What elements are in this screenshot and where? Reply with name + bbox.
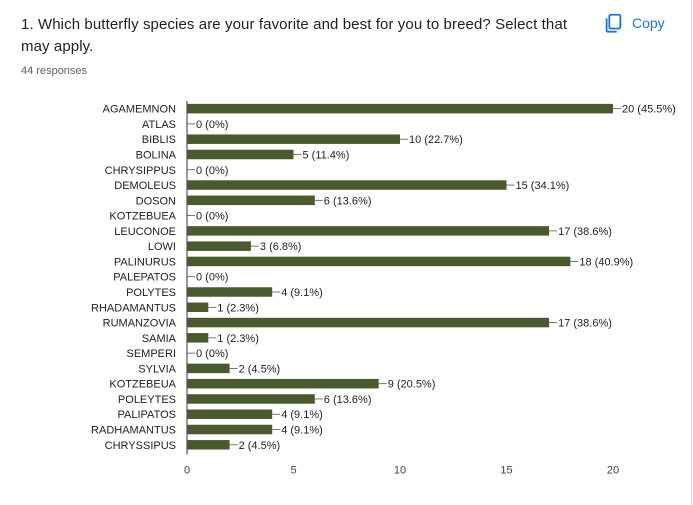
data-label: 0 (0%) xyxy=(196,165,228,177)
bar xyxy=(187,317,550,328)
data-label: 17 (38.6%) xyxy=(558,318,612,330)
data-label: 1 (2.3%) xyxy=(217,302,259,314)
category-label: CHRYSIPPUS xyxy=(105,165,176,177)
category-label: PALINURUS xyxy=(114,256,176,268)
category-label: PALIPATOS xyxy=(118,409,177,421)
data-label: 0 (0%) xyxy=(196,211,228,223)
data-label: 0 (0%) xyxy=(196,272,228,284)
category-label: POLYTES xyxy=(126,287,176,299)
bar xyxy=(187,287,273,297)
data-label: 4 (9.1%) xyxy=(281,425,323,437)
bar xyxy=(187,302,209,313)
category-label: CHRYSSIPUS xyxy=(105,440,176,452)
bar xyxy=(187,424,273,435)
category-label: PALEPATOS xyxy=(113,272,176,284)
data-label: 18 (40.9%) xyxy=(579,256,633,268)
data-label: 20 (45.5%) xyxy=(622,104,676,116)
data-label: 5 (11.4%) xyxy=(303,149,350,161)
category-label: POLEYTES xyxy=(118,394,176,406)
bar xyxy=(187,226,550,236)
bar xyxy=(187,195,315,206)
category-label: AGAMEMNON xyxy=(103,104,176,116)
data-label: 9 (20.5%) xyxy=(388,379,436,391)
copy-button[interactable]: Copy xyxy=(602,11,665,35)
data-label: 6 (13.6%) xyxy=(324,394,372,406)
category-label: SYLVIA xyxy=(138,363,176,375)
bar xyxy=(187,256,571,267)
bar xyxy=(187,241,251,251)
category-label: KOTZEBEUA xyxy=(109,379,176,391)
category-label: DEMOLEUS xyxy=(114,180,176,192)
category-label: KOTZEBUEA xyxy=(109,211,176,223)
bar xyxy=(187,440,230,450)
data-label: 0 (0%) xyxy=(196,119,228,131)
data-label: 10 (22.7%) xyxy=(409,134,463,146)
bar xyxy=(187,378,379,389)
category-label: ATLAS xyxy=(142,119,176,131)
category-label: SAMIA xyxy=(142,333,177,345)
category-label: SEMPERI xyxy=(126,348,176,360)
bar xyxy=(187,333,209,343)
x-tick-label: 10 xyxy=(394,464,406,476)
data-label: 4 (9.1%) xyxy=(281,287,323,299)
data-label: 1 (2.3%) xyxy=(217,333,259,345)
category-label: DOSON xyxy=(136,195,176,207)
data-label: 17 (38.6%) xyxy=(558,226,612,238)
x-tick-label: 5 xyxy=(290,464,296,476)
data-label: 3 (6.8%) xyxy=(260,241,302,253)
bar xyxy=(187,103,613,114)
bar xyxy=(187,394,315,404)
data-label: 0 (0%) xyxy=(196,348,228,360)
category-label: BOLINA xyxy=(136,149,177,161)
data-label: 6 (13.6%) xyxy=(324,195,372,207)
bar xyxy=(187,409,273,419)
bar xyxy=(187,180,507,190)
responses-count: 44 responses xyxy=(21,65,88,77)
category-label: RUMANZOVIA xyxy=(103,318,177,330)
x-tick-label: 15 xyxy=(500,464,512,476)
bar xyxy=(187,363,230,374)
x-tick-label: 20 xyxy=(607,464,619,476)
bar xyxy=(187,134,400,144)
data-label: 2 (4.5%) xyxy=(239,440,281,452)
data-label: 4 (9.1%) xyxy=(281,409,323,421)
category-label: LOWI xyxy=(148,241,176,253)
question-title: 1. Which butterfly species are your favo… xyxy=(21,16,568,55)
bar xyxy=(187,149,294,160)
x-tick-label: 0 xyxy=(184,464,190,476)
category-label: BIBLIS xyxy=(142,134,176,146)
copy-icon xyxy=(602,12,624,34)
data-label: 15 (34.1%) xyxy=(516,180,570,192)
data-label: 2 (4.5%) xyxy=(239,363,281,375)
category-label: RHADAMANTUS xyxy=(91,302,176,314)
category-label: RADHAMANTUS xyxy=(91,425,176,437)
category-label: LEUCONOE xyxy=(114,226,176,238)
copy-button-label: Copy xyxy=(632,15,665,31)
